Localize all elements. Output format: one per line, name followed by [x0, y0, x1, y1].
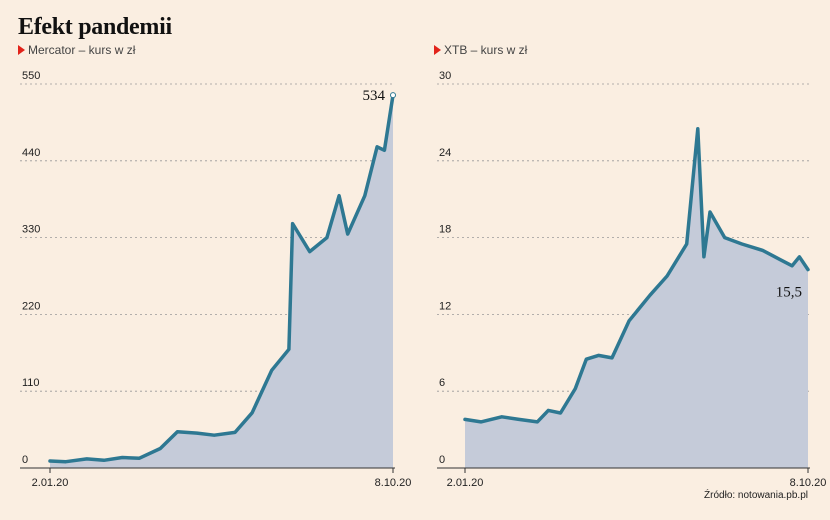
y-tick-label-xtb: 0: [439, 454, 445, 466]
page-title: Efekt pandemii: [18, 14, 172, 40]
price-line-mercator: [48, 93, 395, 464]
x-tick-label-mercator: 8.10.20: [375, 477, 412, 489]
subtitle-text: XTB – kurs w zł: [444, 43, 528, 57]
triangle-marker-icon: [18, 45, 25, 55]
y-tick-label-xtb: 12: [439, 300, 451, 312]
end-value-label-mercator: 534: [363, 88, 386, 104]
y-tick-label-xtb: 18: [439, 224, 451, 236]
y-tick-label-mercator: 440: [22, 147, 40, 159]
y-tick-label-xtb: 6: [439, 377, 445, 389]
y-tick-label-mercator: 220: [22, 300, 40, 312]
x-tick-label-xtb: 2.01.20: [447, 477, 484, 489]
price-line-xtb: [463, 127, 810, 424]
triangle-marker-icon: [434, 45, 441, 55]
source-note: Źródło: notowania.pb.pl: [704, 490, 808, 501]
x-tick-label-mercator: 2.01.20: [32, 477, 69, 489]
y-tick-label-xtb: 30: [439, 70, 451, 82]
y-tick-label-xtb: 24: [439, 147, 451, 159]
chart-subtitle-mercator: Mercator – kurs w zł: [18, 43, 135, 57]
area-fill-mercator: [50, 95, 393, 468]
subtitle-text: Mercator – kurs w zł: [28, 43, 136, 57]
y-tick-label-mercator: 330: [22, 224, 40, 236]
area-fill-xtb: [465, 128, 808, 469]
end-value-label-xtb: 15,5: [776, 285, 802, 301]
y-tick-label-mercator: 110: [22, 377, 40, 389]
y-tick-label-mercator: 0: [22, 454, 28, 466]
x-tick-label-xtb: 8.10.20: [790, 477, 827, 489]
end-point-marker-mercator: [390, 92, 396, 99]
y-tick-label-mercator: 550: [22, 70, 40, 82]
chart-subtitle-xtb: XTB – kurs w zł: [434, 43, 527, 57]
